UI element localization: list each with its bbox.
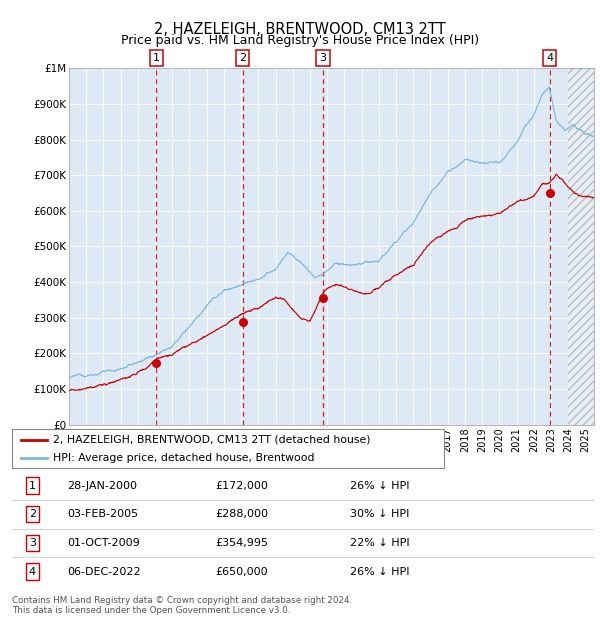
Text: 2: 2 xyxy=(239,53,246,63)
Text: 22% ↓ HPI: 22% ↓ HPI xyxy=(350,538,409,548)
Text: 28-JAN-2000: 28-JAN-2000 xyxy=(67,480,137,490)
Text: 03-FEB-2005: 03-FEB-2005 xyxy=(67,509,139,519)
Text: HPI: Average price, detached house, Brentwood: HPI: Average price, detached house, Bren… xyxy=(53,453,314,463)
Text: £650,000: £650,000 xyxy=(216,567,268,577)
Text: 1: 1 xyxy=(153,53,160,63)
Text: 2, HAZELEIGH, BRENTWOOD, CM13 2TT (detached house): 2, HAZELEIGH, BRENTWOOD, CM13 2TT (detac… xyxy=(53,435,371,445)
Text: £172,000: £172,000 xyxy=(216,480,269,490)
Text: 3: 3 xyxy=(29,538,36,548)
Text: 26% ↓ HPI: 26% ↓ HPI xyxy=(350,480,409,490)
Text: £354,995: £354,995 xyxy=(216,538,269,548)
Text: 30% ↓ HPI: 30% ↓ HPI xyxy=(350,509,409,519)
Text: Contains HM Land Registry data © Crown copyright and database right 2024.
This d: Contains HM Land Registry data © Crown c… xyxy=(12,596,352,615)
Text: 26% ↓ HPI: 26% ↓ HPI xyxy=(350,567,409,577)
Text: 1: 1 xyxy=(29,480,36,490)
FancyBboxPatch shape xyxy=(12,429,444,468)
Text: 01-OCT-2009: 01-OCT-2009 xyxy=(67,538,140,548)
Text: Price paid vs. HM Land Registry's House Price Index (HPI): Price paid vs. HM Land Registry's House … xyxy=(121,34,479,47)
Text: £288,000: £288,000 xyxy=(216,509,269,519)
Text: 2: 2 xyxy=(29,509,36,519)
Text: 4: 4 xyxy=(29,567,36,577)
Text: 2, HAZELEIGH, BRENTWOOD, CM13 2TT: 2, HAZELEIGH, BRENTWOOD, CM13 2TT xyxy=(154,22,446,37)
Text: 4: 4 xyxy=(546,53,553,63)
Text: 3: 3 xyxy=(319,53,326,63)
Bar xyxy=(568,68,594,425)
Text: 06-DEC-2022: 06-DEC-2022 xyxy=(67,567,141,577)
